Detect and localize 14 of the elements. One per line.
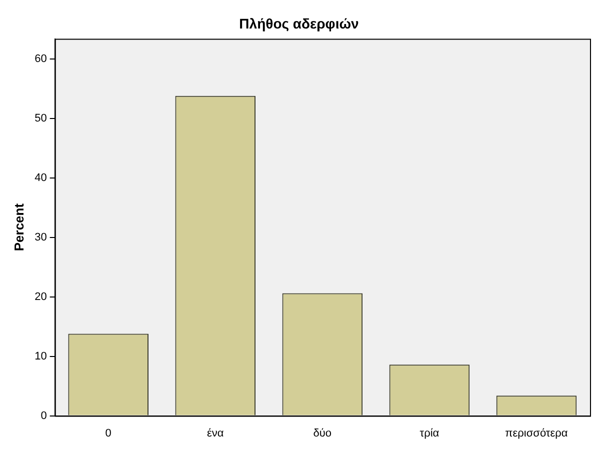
- y-tick-label: 10: [34, 350, 47, 362]
- y-tick-label: 30: [34, 231, 47, 244]
- y-tick-label: 20: [34, 290, 47, 303]
- x-tick-label: τρία: [420, 427, 440, 440]
- x-tick-label: περισσότερα: [505, 427, 568, 440]
- y-tick-label: 50: [34, 112, 47, 125]
- chart-title: Πλήθος αδερφιών: [239, 15, 360, 32]
- x-tick-label: δύο: [313, 427, 332, 440]
- y-tick-label: 60: [34, 53, 47, 66]
- x-tick-label: 0: [105, 427, 112, 440]
- y-tick-label: 40: [34, 172, 47, 184]
- x-tick-label: ένα: [207, 427, 224, 440]
- y-axis-title: Percent: [11, 202, 26, 252]
- y-tick-label: 0: [40, 410, 47, 422]
